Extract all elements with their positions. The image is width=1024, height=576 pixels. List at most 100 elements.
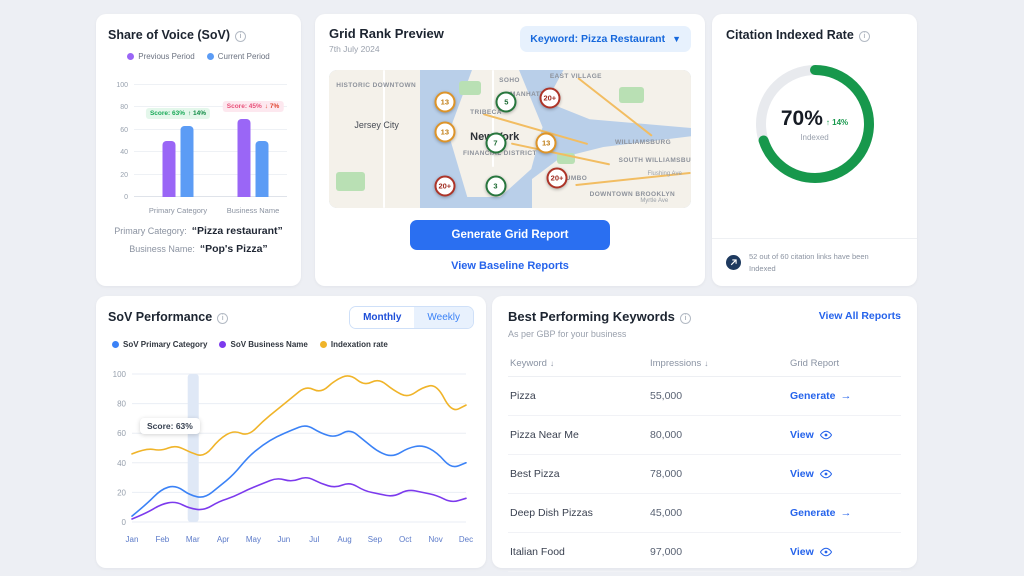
- indexed-percent: 70%: [780, 106, 823, 130]
- keyword-dropdown[interactable]: Keyword: Pizza Restaurant ▼: [520, 26, 691, 52]
- map-label: EAST VILLAGE: [549, 72, 602, 80]
- share-of-voice-card: Share of Voice (SoV) i Previous Period Cur…: [96, 14, 301, 286]
- bar-group: Score: 63% ↑ 14% Primary Category: [142, 65, 214, 217]
- keywords-table: Keyword ↓ Impressions ↓ Grid Report Pizz…: [508, 351, 901, 572]
- column-header-keyword[interactable]: Keyword ↓: [510, 358, 650, 369]
- donut-center: 70% ↑ 14% Indexed: [749, 58, 881, 190]
- series-indexation-rate: [131, 375, 467, 456]
- rank-badge[interactable]: 5: [495, 91, 517, 113]
- y-tick-label: 80: [117, 400, 126, 409]
- legend-item: Current Period: [206, 52, 270, 61]
- info-icon[interactable]: i: [217, 313, 229, 324]
- eye-icon: [819, 430, 832, 440]
- keywords-subtitle: As per GBP for your business: [508, 329, 627, 339]
- toggle-monthly[interactable]: Monthly: [350, 307, 415, 328]
- keyword-cell: Pizza Near Me: [510, 429, 579, 441]
- primary-category-label: Primary Category:: [114, 226, 187, 236]
- x-tick-label: Aug: [337, 535, 351, 544]
- gridline: [134, 173, 287, 175]
- rank-badge[interactable]: 13: [434, 91, 456, 113]
- business-name-value: “Pop's Pizza”: [199, 243, 268, 255]
- x-tick-label: Feb: [155, 535, 169, 544]
- rank-badge[interactable]: 13: [434, 121, 456, 143]
- x-tick-label: Jan: [126, 535, 139, 544]
- bar-group-label: Business Name: [226, 206, 280, 215]
- map-label: HISTORIC DOWNTOWN: [336, 82, 417, 90]
- y-tick-label: 100: [113, 370, 127, 379]
- map-label: DOWNTOWN BROOKLYN: [589, 191, 676, 199]
- score-badge: Score: 45% ↓ 7%: [222, 100, 284, 112]
- citation-footer: 52 out of 60 citation links have been In…: [712, 238, 917, 286]
- info-icon[interactable]: i: [235, 31, 247, 42]
- percent-delta: ↑ 14%: [825, 117, 849, 127]
- rank-badge[interactable]: 13: [535, 132, 557, 154]
- citation-donut-chart: 70% ↑ 14% Indexed: [749, 58, 881, 190]
- rank-badge[interactable]: 20+: [539, 87, 561, 109]
- perf-legend: SoV Primary Category SoV Business Name Ind…: [108, 340, 474, 349]
- eye-icon: [819, 469, 832, 479]
- x-tick-label: Oct: [399, 535, 412, 544]
- y-tick-label: 40: [117, 459, 126, 468]
- map-park: [336, 172, 366, 192]
- citation-links-icon: [726, 255, 741, 270]
- rank-badge[interactable]: 3: [485, 175, 507, 197]
- sort-icon: ↓: [549, 359, 554, 368]
- table-row: Deep Dish Pizzas 45,000 Generate →: [508, 494, 901, 533]
- map-label: FINANCIAL DISTRICT: [462, 150, 537, 158]
- x-tick-label: Dec: [459, 535, 473, 544]
- grid-report-action[interactable]: View: [790, 467, 899, 481]
- legend-label: Previous Period: [138, 52, 195, 61]
- y-tick-label: 60: [117, 429, 126, 438]
- gridline: [134, 151, 287, 153]
- x-tick-label: Jul: [309, 535, 319, 544]
- map-park: [557, 152, 576, 164]
- view-baseline-reports-link[interactable]: View Baseline Reports: [451, 260, 569, 272]
- generate-grid-report-button[interactable]: Generate Grid Report: [410, 220, 610, 250]
- info-icon[interactable]: i: [858, 31, 870, 42]
- info-icon[interactable]: i: [679, 313, 691, 324]
- y-tick-label: 20: [120, 171, 128, 179]
- map-label: DUMBO: [560, 174, 588, 182]
- grid-report-action[interactable]: Generate →: [790, 507, 899, 519]
- citation-indexed-rate-card: Citation Indexed Rate i 70% ↑ 14% Indexed…: [712, 14, 917, 286]
- y-tick-label: 100: [116, 82, 128, 89]
- grid-report-action[interactable]: Generate →: [790, 390, 899, 402]
- keyword-cell: Best Pizza: [510, 468, 560, 480]
- card-header: Best Performing Keywords i: [508, 308, 901, 326]
- primary-category-row: Primary Category: “Pizza restaurant”: [108, 225, 289, 237]
- legend-dot: [206, 53, 214, 60]
- sov-footer: Primary Category: “Pizza restaurant” Bus…: [108, 225, 289, 255]
- action-label: Generate: [790, 390, 836, 402]
- column-header-impressions[interactable]: Impressions ↓: [650, 358, 790, 369]
- legend-label: SoV Business Name: [230, 340, 308, 349]
- bar-group: Score: 45% ↓ 7% Business Name: [217, 65, 289, 217]
- action-label: View: [790, 468, 814, 480]
- legend-dot: [112, 341, 119, 348]
- grid-report-action[interactable]: View: [790, 545, 899, 559]
- x-tick-label: Nov: [429, 535, 443, 544]
- rank-badge[interactable]: 7: [485, 132, 507, 154]
- legend-item: Previous Period: [127, 52, 195, 61]
- bar-group-label: Primary Category: [148, 206, 208, 215]
- rank-badge[interactable]: 20+: [546, 167, 568, 189]
- grid-report-action[interactable]: View: [790, 428, 899, 442]
- impressions-cell: 78,000: [650, 468, 683, 480]
- action-label: Generate: [790, 507, 836, 519]
- legend-item: SoV Primary Category: [112, 340, 207, 349]
- eye-icon: [819, 547, 832, 557]
- rank-badge[interactable]: 20+: [434, 175, 456, 197]
- toggle-weekly[interactable]: Weekly: [414, 307, 473, 328]
- score-text: Score: 63%: [149, 110, 185, 118]
- citation-card-title: Citation Indexed Rate: [726, 28, 854, 42]
- map-label: Jersey City: [354, 119, 399, 130]
- sov-legend: Previous Period Current Period: [108, 52, 289, 61]
- view-all-reports-link[interactable]: View All Reports: [818, 310, 901, 322]
- legend-dot: [127, 53, 135, 60]
- sov-performance-card: SoV Performance i Monthly Weekly SoV Prim…: [96, 296, 486, 568]
- grid-map[interactable]: HISTORIC DOWNTOWN Jersey City SOHO EAST VIL…: [329, 70, 691, 208]
- y-tick-label: 20: [117, 488, 126, 497]
- impressions-header-label: Impressions: [650, 358, 702, 369]
- legend-item: SoV Business Name: [219, 340, 308, 349]
- keywords-table-body: Pizza 55,000 Generate → Pizza Near Me 80,000 V…: [508, 377, 901, 572]
- keywords-table-header: Keyword ↓ Impressions ↓ Grid Report: [508, 351, 901, 377]
